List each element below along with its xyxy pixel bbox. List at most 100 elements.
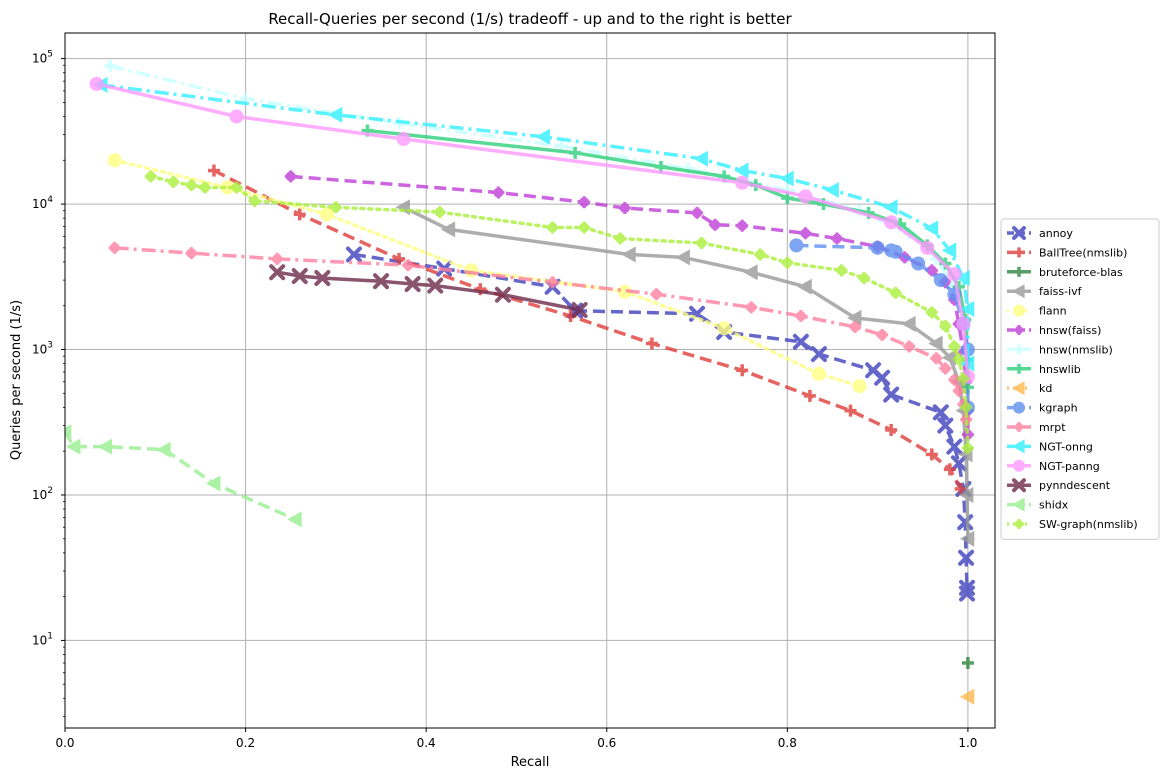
data-point	[939, 320, 952, 333]
legend-label: mrpt	[1039, 421, 1066, 434]
legend-label: faiss-ivf	[1039, 285, 1083, 298]
data-point	[957, 372, 970, 385]
data-point	[925, 448, 938, 461]
data-point	[925, 306, 938, 319]
data-point	[803, 389, 816, 402]
data-point	[781, 256, 794, 269]
y-tick-label: 105	[32, 50, 53, 66]
data-point	[959, 486, 974, 503]
series-ngt-panng	[89, 76, 975, 384]
data-point	[546, 276, 559, 289]
data-point	[789, 238, 804, 253]
data-point	[167, 175, 180, 188]
data-point	[948, 340, 961, 353]
data-point	[799, 227, 812, 240]
data-point	[830, 232, 843, 245]
data-point	[494, 286, 511, 303]
data-point	[1012, 497, 1025, 512]
data-point	[433, 206, 446, 219]
series-hnsw-faiss-	[284, 170, 974, 441]
data-point	[932, 404, 949, 421]
data-point	[621, 246, 636, 263]
legend-entry	[1007, 422, 1031, 432]
data-point	[618, 201, 631, 214]
data-point	[144, 170, 157, 183]
series-layer	[65, 59, 976, 705]
series-mrpt	[108, 241, 973, 426]
legend-entry	[1007, 284, 1031, 299]
legend-label: kgraph	[1039, 402, 1078, 415]
data-point	[1012, 478, 1026, 493]
data-point	[709, 218, 722, 231]
data-point	[958, 549, 975, 566]
data-point	[207, 164, 220, 177]
data-point	[1014, 247, 1024, 258]
data-point	[889, 286, 902, 299]
y-tick-label: 103	[32, 341, 53, 357]
data-point	[717, 321, 732, 336]
x-tick-label: 0.6	[597, 736, 616, 750]
data-point	[65, 424, 72, 441]
data-point	[230, 181, 243, 194]
data-point	[287, 511, 302, 528]
data-point	[402, 259, 415, 272]
data-point	[870, 240, 885, 255]
data-point	[930, 352, 943, 365]
data-point	[396, 132, 411, 147]
data-point	[798, 189, 813, 204]
data-point	[291, 268, 308, 285]
legend-entry	[1007, 344, 1031, 355]
data-point	[319, 207, 334, 222]
legend-entry	[1007, 304, 1031, 317]
data-point	[961, 442, 974, 455]
data-point	[735, 175, 750, 190]
data-point	[835, 264, 848, 277]
legend-label: hnswlib	[1039, 363, 1081, 376]
data-point	[847, 309, 862, 326]
data-point	[952, 353, 965, 366]
plot-frame	[64, 32, 996, 729]
y-axis-label: Queries per second (1/s)	[9, 300, 24, 460]
data-point	[948, 373, 961, 386]
data-point	[248, 194, 261, 207]
data-point	[1013, 459, 1025, 472]
data-point	[954, 482, 967, 495]
x-tick-label: 0.8	[778, 736, 797, 750]
data-point	[578, 196, 591, 209]
legend-entry	[1007, 325, 1031, 335]
x-tick-label: 0.2	[236, 736, 255, 750]
data-point	[440, 221, 456, 238]
data-point	[736, 219, 749, 232]
data-point	[185, 247, 198, 260]
data-point	[571, 301, 588, 318]
data-point	[959, 585, 976, 602]
data-point	[345, 246, 362, 263]
data-point	[1012, 439, 1025, 454]
data-point	[1014, 344, 1024, 355]
legend-entry	[1007, 363, 1031, 374]
data-point	[920, 240, 935, 255]
data-point	[794, 310, 807, 323]
data-point	[874, 369, 891, 386]
data-point	[952, 384, 965, 397]
data-point	[269, 264, 286, 281]
legend-entry	[1007, 478, 1031, 493]
data-point	[941, 349, 957, 366]
data-point	[888, 244, 903, 259]
data-point	[849, 320, 862, 333]
y-tick-label: 104	[32, 195, 53, 211]
series-line	[276, 270, 581, 312]
legend-label: hnsw(faiss)	[1039, 324, 1101, 337]
y-tick-label: 101	[32, 631, 53, 647]
data-point	[884, 215, 899, 230]
data-point	[535, 128, 550, 145]
data-point	[293, 208, 306, 221]
legend-entry	[1007, 226, 1031, 240]
data-point	[1012, 381, 1025, 396]
data-point	[939, 362, 952, 375]
data-point	[104, 59, 117, 72]
data-point	[229, 109, 244, 124]
data-point	[792, 333, 809, 350]
